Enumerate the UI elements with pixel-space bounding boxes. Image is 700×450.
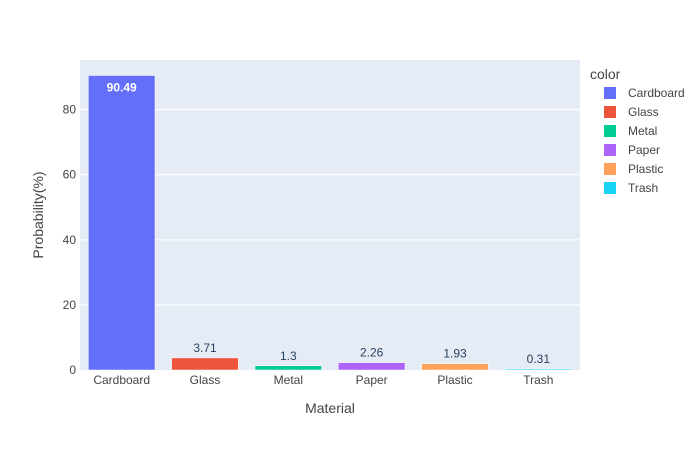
data-label-glass: 3.71: [193, 341, 217, 355]
bar-trash[interactable]: [504, 368, 572, 371]
x-tick-label-metal: Metal: [274, 373, 303, 387]
bar-cardboard[interactable]: [88, 75, 156, 371]
bars: [88, 75, 572, 371]
y-tick-label-20: 20: [63, 298, 77, 312]
legend-swatch-plastic: [604, 163, 616, 175]
gridlines: [80, 109, 580, 306]
legend-label-paper: Paper: [628, 143, 660, 157]
data-label-trash: 0.31: [527, 352, 551, 366]
bar-glass[interactable]: [171, 357, 239, 371]
legend-items[interactable]: Cardboard Glass Metal Paper Plastic Trash: [604, 86, 685, 195]
x-axis-title: Material: [305, 400, 355, 416]
legend-item-plastic[interactable]: Plastic: [604, 162, 663, 176]
x-tick-label-glass: Glass: [190, 373, 221, 387]
legend-title: color: [590, 66, 621, 82]
legend-label-plastic: Plastic: [628, 162, 663, 176]
data-label-plastic: 1.93: [443, 347, 467, 361]
legend-swatch-cardboard: [604, 87, 616, 99]
y-tick-label-80: 80: [63, 103, 77, 117]
legend-swatch-paper: [604, 144, 616, 156]
x-tick-label-cardboard: Cardboard: [93, 373, 150, 387]
y-axis-ticks: 0 20 40 60 80: [63, 103, 77, 377]
legend-item-trash[interactable]: Trash: [604, 181, 658, 195]
y-tick-label-60: 60: [63, 168, 77, 182]
x-tick-label-plastic: Plastic: [437, 373, 472, 387]
x-tick-label-trash: Trash: [523, 373, 553, 387]
legend-label-cardboard: Cardboard: [628, 86, 685, 100]
legend-swatch-glass: [604, 106, 616, 118]
legend-item-glass[interactable]: Glass: [604, 105, 659, 119]
y-axis-title: Probability(%): [30, 171, 46, 258]
y-tick-label-0: 0: [69, 363, 76, 377]
legend-label-glass: Glass: [628, 105, 659, 119]
data-label-paper: 2.26: [360, 346, 384, 360]
legend-label-trash: Trash: [628, 181, 658, 195]
bar-metal[interactable]: [254, 365, 322, 371]
x-tick-label-paper: Paper: [356, 373, 388, 387]
legend[interactable]: color Cardboard Glass Metal Paper Plastic Tra…: [590, 66, 685, 195]
legend-swatch-trash: [604, 182, 616, 194]
x-axis-ticks: Cardboard Glass Metal Paper Plastic Trash: [93, 373, 553, 387]
bar-plastic[interactable]: [421, 363, 489, 371]
legend-item-paper[interactable]: Paper: [604, 143, 660, 157]
legend-label-metal: Metal: [628, 124, 657, 138]
legend-swatch-metal: [604, 125, 616, 137]
legend-item-metal[interactable]: Metal: [604, 124, 657, 138]
data-labels: 90.49 3.71 1.3 2.26 1.93 0.31: [107, 80, 551, 365]
data-label-metal: 1.3: [280, 349, 297, 363]
legend-item-cardboard[interactable]: Cardboard: [604, 86, 685, 100]
plot-background: [80, 60, 580, 370]
y-tick-label-40: 40: [63, 233, 77, 247]
bar-paper[interactable]: [338, 362, 406, 371]
data-label-cardboard: 90.49: [107, 80, 137, 94]
